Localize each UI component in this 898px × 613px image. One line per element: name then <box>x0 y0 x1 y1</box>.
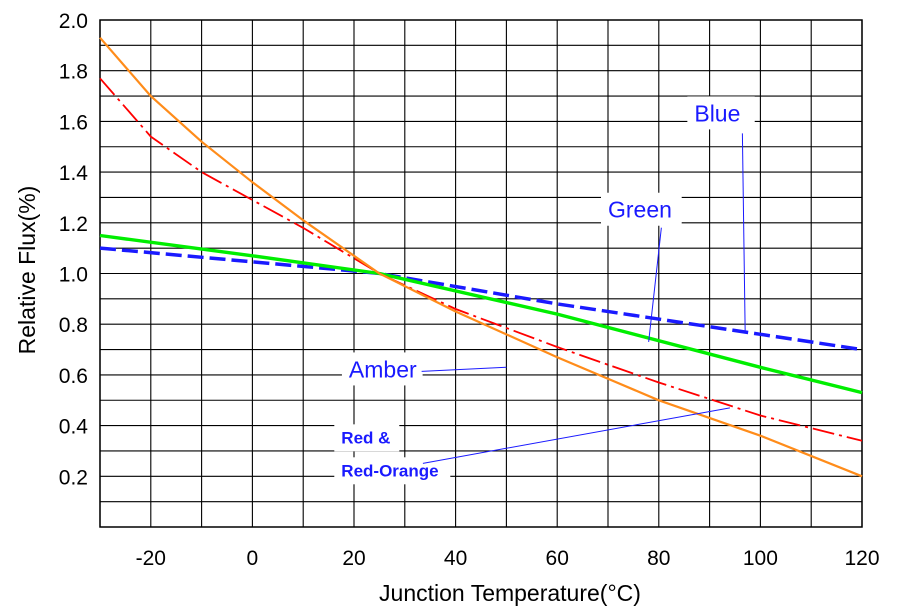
annotation-label-blue: Blue <box>694 100 740 126</box>
annotation-backdrop <box>687 96 755 130</box>
y-tick-label: 1.6 <box>59 111 88 134</box>
x-axis-title: Junction Temperature(°C) <box>379 580 641 606</box>
series-line-amber <box>99 36 863 478</box>
y-axis-title: Relative Flux(%) <box>14 186 40 355</box>
x-tick-label: 120 <box>844 547 879 570</box>
annotation-label-amber: Amber <box>349 356 417 382</box>
annotation-leader-line <box>741 133 746 332</box>
y-tick-label: 0.4 <box>59 416 89 439</box>
x-tick-label: 60 <box>546 547 569 570</box>
annotation-label-green: Green <box>608 197 672 223</box>
annotation-backdrop <box>341 352 423 386</box>
annotation-backdrop <box>334 424 400 452</box>
annotation-leader-line <box>421 366 507 372</box>
y-tick-label: 1.4 <box>59 162 89 185</box>
annotation-leader-line <box>422 407 731 464</box>
y-tick-label: 0.6 <box>59 365 88 388</box>
y-tick-label: 1.0 <box>59 264 88 287</box>
x-tick-label: 40 <box>444 547 467 570</box>
x-tick-labels: -20 0 20 40 60 80 100 120 <box>136 547 880 570</box>
y-tick-label: 0.2 <box>59 466 88 489</box>
x-tick-label: 20 <box>342 547 365 570</box>
x-tick-label: 0 <box>247 547 259 570</box>
series-line-green <box>99 233 863 395</box>
y-tick-label: 1.2 <box>59 213 88 236</box>
y-tick-label: 0.8 <box>59 314 88 337</box>
grid <box>99 19 863 528</box>
annotations: Blue Green Amber Red & Red-Orange <box>334 96 755 485</box>
x-tick-label: 100 <box>743 547 778 570</box>
x-tick-label: -20 <box>136 547 166 570</box>
x-tick-label: 80 <box>647 547 670 570</box>
annotation-leader-line <box>648 227 662 343</box>
annotation-backdrop <box>601 192 682 226</box>
annotation-label-red: Red & <box>341 428 390 447</box>
y-tick-label: 2.0 <box>59 10 88 33</box>
y-tick-labels: 0.2 0.4 0.6 0.8 1.0 1.2 1.4 1.6 1.8 2.0 <box>59 10 89 489</box>
series-lines <box>99 36 863 478</box>
series-line-blue <box>99 246 863 352</box>
plot-frame <box>99 19 863 528</box>
y-tick-label: 1.8 <box>59 61 88 84</box>
annotation-label-red-orange: Red-Orange <box>341 461 438 480</box>
